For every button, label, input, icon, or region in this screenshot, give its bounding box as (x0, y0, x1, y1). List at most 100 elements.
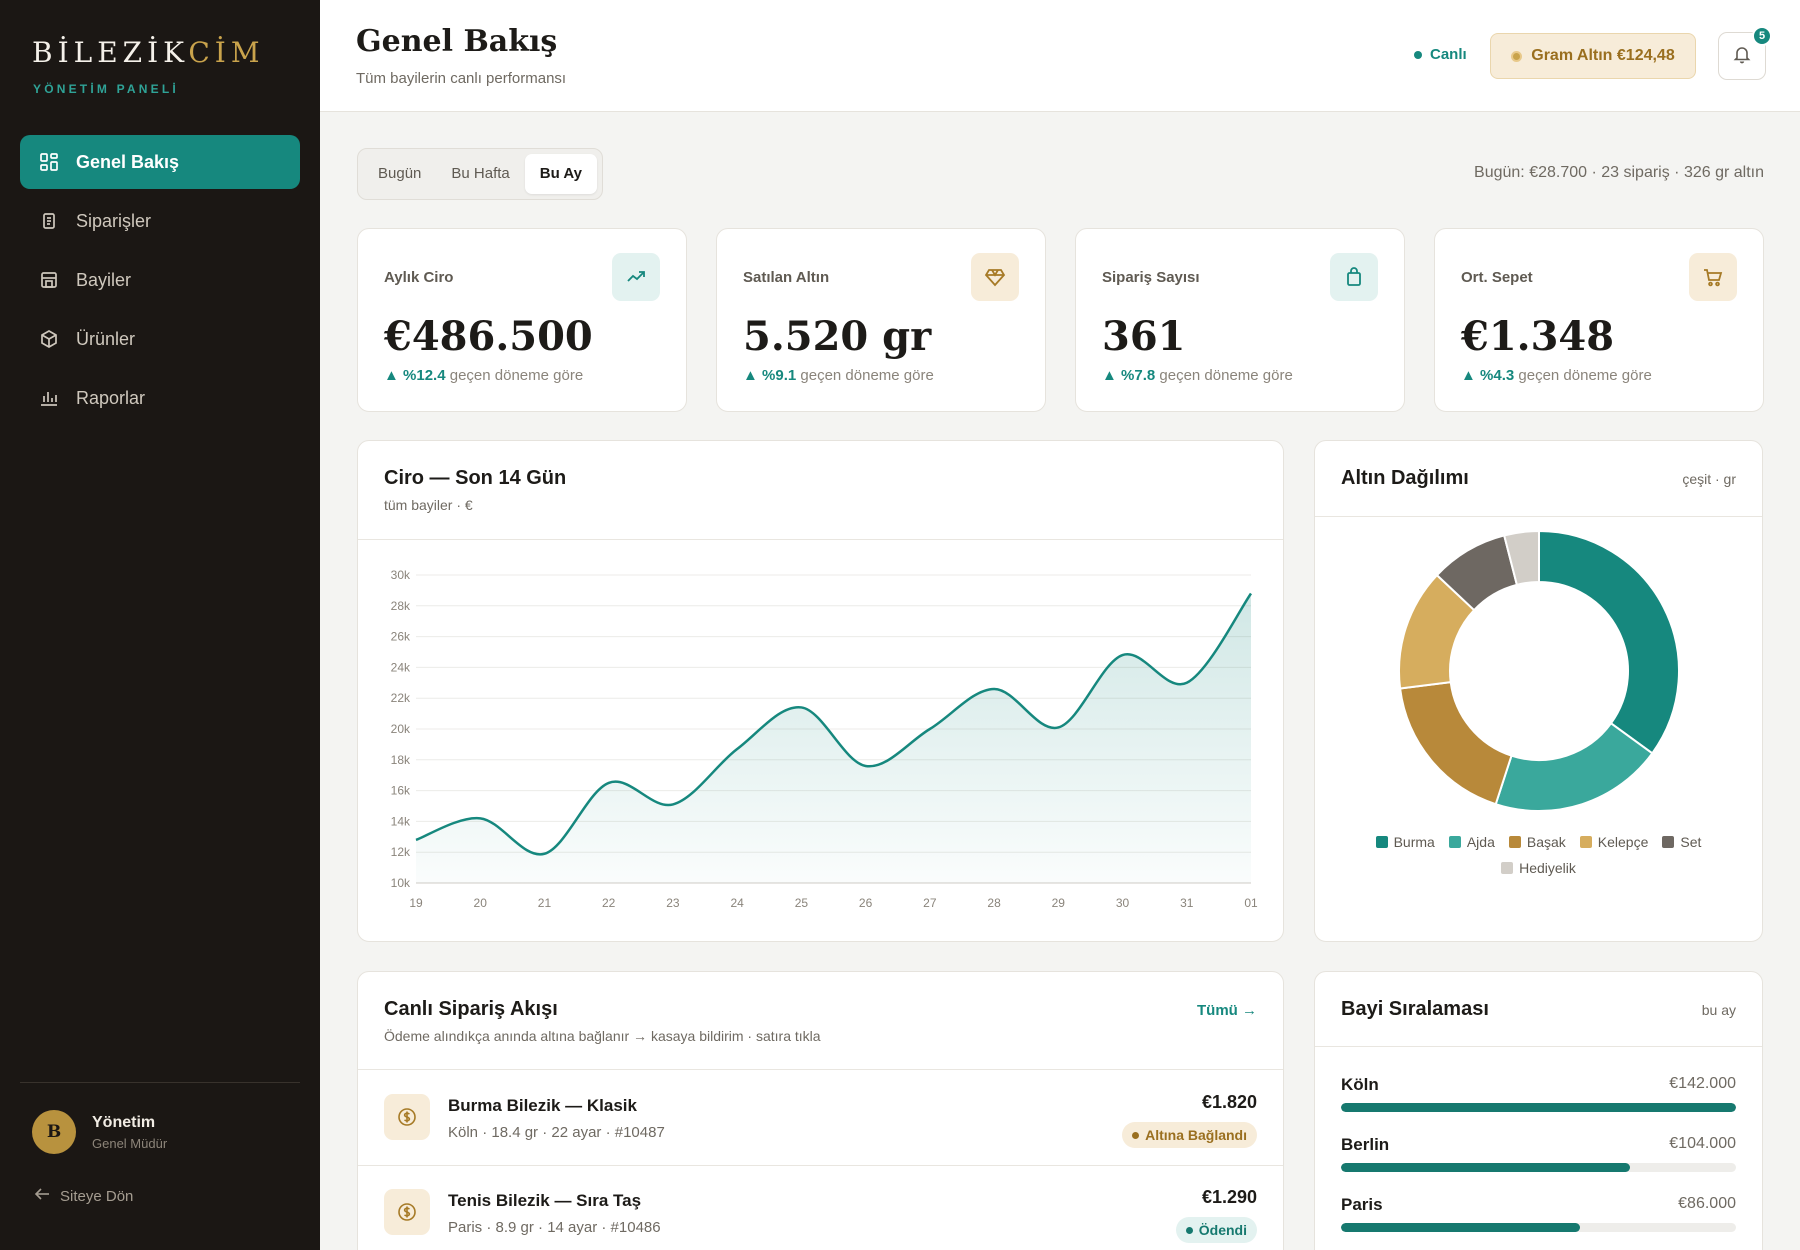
kpi-value: 361 (1102, 313, 1186, 360)
x-tick-label: 25 (795, 896, 809, 910)
live-indicator: Canlı (1414, 46, 1467, 63)
sidebar-item-reports[interactable]: Raporlar (20, 371, 300, 425)
y-tick-label: 12k (391, 845, 411, 859)
sidebar-item-label: Genel Bakış (76, 151, 180, 172)
gold-dist-title: Altın Dağılımı (1341, 467, 1469, 489)
y-tick-label: 22k (391, 691, 411, 705)
revenue-chart-subtitle: tüm bayiler · € (384, 497, 473, 513)
page-subtitle: Tüm bayilerin canlı performansı (356, 70, 567, 87)
store-icon (38, 269, 60, 291)
legend-label: Kelepçe (1597, 834, 1649, 850)
kpi-change-value: %9.1 (762, 367, 797, 384)
donut-slice-hediyelik (1502, 529, 1540, 587)
gold-donut-chart[interactable] (1315, 523, 1763, 823)
bar-chart-icon (38, 387, 60, 409)
tab-this-week[interactable]: Bu Hafta (451, 165, 510, 182)
donut-slice-ajda (1494, 721, 1654, 812)
legend-item[interactable]: Hediyelik (1501, 860, 1576, 876)
legend-swatch (1508, 836, 1521, 848)
orders-subtitle: Ödeme alındıkça anında altına bağlanır →… (384, 1028, 821, 1044)
ranking-bar-fill (1341, 1103, 1736, 1112)
y-tick-label: 14k (391, 814, 411, 828)
user-role: Genel Müdür (92, 1135, 168, 1151)
status-badge: Ödendi (1175, 1217, 1257, 1243)
tab-this-month[interactable]: Bu Ay (524, 154, 597, 194)
notifications-button[interactable]: 5 (1718, 26, 1772, 80)
data-point (1248, 590, 1254, 596)
data-point (541, 851, 547, 857)
data-point (734, 746, 740, 752)
sidebar-item-overview[interactable]: Genel Bakış (20, 135, 300, 189)
order-row[interactable]: Tenis Bilezik — Sıra Taş Paris · 8.9 gr … (358, 1165, 1283, 1250)
ranking-bar-fill (1341, 1163, 1631, 1172)
legend-label: Burma (1393, 834, 1435, 850)
x-tick-label: 30 (1116, 896, 1130, 910)
y-tick-label: 18k (391, 753, 411, 767)
legend-item[interactable]: Set (1662, 834, 1701, 850)
legend-item[interactable]: Ajda (1448, 834, 1495, 850)
x-tick-label: 01 (1244, 896, 1258, 910)
order-meta: Paris · 8.9 gr · 14 ayar · #10486 (448, 1219, 661, 1236)
sidebar-item-orders[interactable]: Siparişler (20, 194, 300, 248)
x-tick-label: 24 (730, 896, 744, 910)
sidebar-item-dealers[interactable]: Bayiler (20, 253, 300, 307)
bell-icon (1732, 44, 1752, 69)
panel-divider (1315, 516, 1762, 517)
data-point (606, 780, 612, 786)
dealer-revenue: €104.000 (1669, 1135, 1736, 1152)
arrow-left-icon (34, 1187, 50, 1205)
legend-swatch (1501, 862, 1514, 874)
revenue-line-chart[interactable]: 10k 12k 14k 16k 18k 20k 22k 24k 26k 28k 30k 19 20 21 2… (358, 541, 1284, 941)
dealer-name: Berlin (1341, 1135, 1390, 1154)
orders-view-all-link[interactable]: Tümü → (1197, 1002, 1257, 1019)
order-row[interactable]: Burma Bilezik — Klasik Köln · 18.4 gr · … (358, 1070, 1283, 1166)
tab-today[interactable]: Bugün (378, 165, 422, 182)
kpi-label: Satılan Altın (743, 269, 830, 286)
revenue-chart-title: Ciro — Son 14 Gün (384, 467, 567, 489)
order-amount: €1.820 (1201, 1092, 1257, 1112)
donut-slice-burma (1538, 529, 1680, 755)
user-profile[interactable]: B Yönetim Genel Müdür (32, 1110, 167, 1154)
brand-name-main: BİLEZİK (32, 36, 189, 69)
data-point (670, 801, 676, 807)
x-tick-label: 31 (1180, 896, 1194, 910)
today-summary: Bugün: €28.700 · 23 sipariş · 326 gr alt… (1474, 164, 1764, 181)
ranking-row[interactable]: Köln €142.000 (1341, 1075, 1736, 1125)
kpi-change-value: %7.8 (1121, 367, 1156, 384)
legend-item[interactable]: Kelepçe (1579, 834, 1649, 850)
trending-up-icon (612, 253, 660, 301)
ranking-row[interactable]: Berlin €104.000 (1341, 1135, 1736, 1185)
brand-logo[interactable]: BİLEZİKCİM (32, 36, 265, 69)
live-label: Canlı (1430, 46, 1467, 63)
kpi-change-value: %12.4 (403, 367, 446, 384)
page-title: Genel Bakış (356, 24, 558, 59)
order-amount: €1.290 (1201, 1187, 1257, 1207)
sidebar-item-products[interactable]: Ürünler (20, 312, 300, 366)
kpi-change-suffix: geçen döneme göre (1518, 367, 1652, 384)
sidebar: BİLEZİKCİM YÖNETİM PANELİ Genel Bakış Si… (0, 0, 320, 1250)
legend-swatch (1662, 836, 1675, 848)
dealer-ranking-panel: Bayi Sıralaması bu ay Köln €142.000 Berl… (1314, 971, 1763, 1250)
kpi-card-avg-basket: Ort. Sepet €1.348 ▲ %4.3 geçen döneme gö… (1434, 228, 1764, 412)
x-tick-label: 28 (987, 896, 1001, 910)
data-point (1055, 724, 1061, 730)
gold-price-chip[interactable]: Gram Altın €124,48 (1490, 33, 1696, 79)
gold-coin-icon (384, 1189, 430, 1235)
x-tick-label: 26 (859, 896, 873, 910)
kpi-card-order-count: Sipariş Sayısı 361 ▲ %7.8 geçen döneme g… (1075, 228, 1405, 412)
grid-icon (38, 151, 60, 173)
ranking-period-label: bu ay (1701, 1002, 1736, 1018)
y-tick-label: 30k (391, 568, 411, 582)
back-to-site-link[interactable]: Siteye Dön (34, 1187, 133, 1205)
sidebar-nav: Genel Bakış Siparişler Bayiler Ürünler R… (20, 135, 300, 430)
ranking-row[interactable]: Paris €86.000 (1341, 1195, 1736, 1245)
kpi-label: Ort. Sepet (1461, 269, 1533, 286)
back-link-label: Siteye Dön (60, 1187, 134, 1205)
legend-item[interactable]: Başak (1508, 834, 1566, 850)
legend-item[interactable]: Burma (1375, 834, 1435, 850)
kpi-label: Sipariş Sayısı (1102, 269, 1200, 286)
order-product-name: Burma Bilezik — Klasik (448, 1096, 637, 1115)
avatar: B (32, 1110, 76, 1154)
ranking-bar-track (1341, 1103, 1736, 1112)
top-header: Genel Bakış Tüm bayilerin canlı performa… (320, 0, 1800, 112)
